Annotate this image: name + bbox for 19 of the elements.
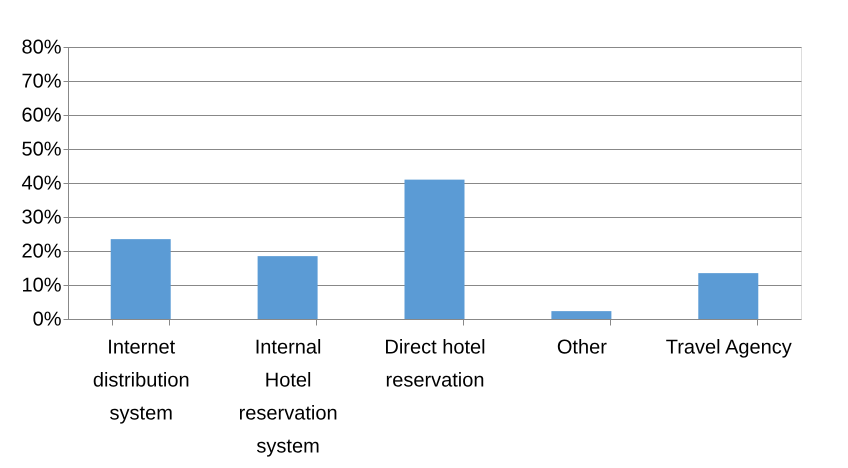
y-tick-label: 40% [21, 172, 62, 194]
x-tick-label: Internet distribution system [92, 336, 190, 424]
y-tick-label: 70% [21, 70, 62, 92]
x-tick-label: Other [556, 336, 608, 358]
bar [698, 273, 758, 319]
y-tick-label: 20% [21, 240, 62, 262]
y-tick-label: 80% [21, 36, 62, 58]
bar [551, 311, 612, 319]
bar [258, 256, 318, 319]
x-tick-label: Direct hotel reservation [384, 336, 486, 392]
bar [110, 239, 171, 319]
y-tick-label: 10% [21, 274, 62, 296]
y-tick-label: 50% [21, 138, 62, 160]
bar [404, 180, 464, 319]
y-tick-label: 0% [32, 308, 62, 330]
y-tick-label: 30% [21, 206, 62, 228]
x-tick-label: Internal Hotel reservation system [238, 336, 338, 458]
x-tick-label: Travel Agency [666, 336, 792, 358]
y-tick-label: 60% [21, 104, 62, 126]
